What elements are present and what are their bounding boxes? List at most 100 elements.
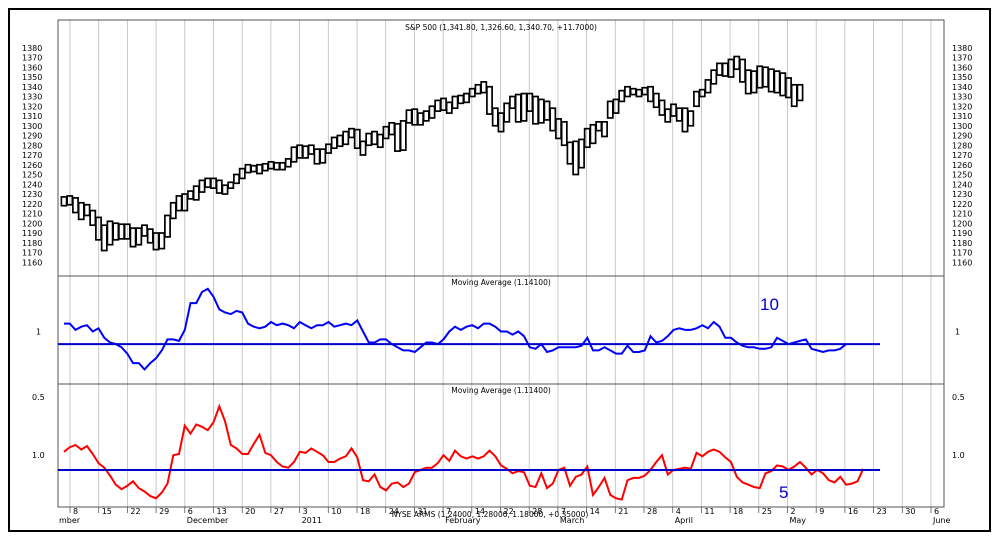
price-bar — [261, 162, 269, 172]
price-bar — [474, 83, 482, 95]
price-bar — [503, 102, 511, 123]
x-month-label: May — [790, 516, 807, 525]
ma10-panel — [57, 275, 945, 385]
price-bar — [520, 92, 528, 122]
price-bar — [526, 92, 534, 112]
price-y-tick-right: 1200 — [952, 219, 972, 228]
ma5-y-tick-left: 1.0 — [32, 451, 45, 460]
x-tick-label: 22 — [504, 507, 514, 516]
price-bar — [796, 83, 804, 102]
price-bar — [77, 201, 85, 221]
price-bar — [284, 158, 292, 168]
x-tick-label: 22 — [130, 507, 140, 516]
price-bar — [463, 92, 470, 104]
ma5-line — [63, 403, 865, 501]
x-tick-label: 28 — [532, 507, 542, 516]
price-bar — [422, 110, 430, 122]
price-bar — [595, 120, 603, 132]
price-y-tick-right: 1250 — [952, 171, 972, 180]
price-bar — [537, 98, 545, 124]
x-tick-label: 14 — [590, 507, 600, 516]
price-bar — [710, 69, 718, 85]
price-y-tick-right: 1380 — [952, 44, 972, 53]
ma10-y-tick-left: 1 — [36, 327, 41, 336]
price-bar — [256, 163, 263, 175]
price-bar — [555, 118, 562, 140]
price-y-tick-left: 1230 — [22, 190, 42, 199]
price-y-tick-left: 1270 — [22, 151, 42, 160]
price-bar — [681, 107, 689, 133]
x-tick-label: 31 — [417, 507, 427, 516]
x-tick-label: 2 — [791, 507, 796, 516]
price-y-tick-right: 1360 — [952, 63, 972, 72]
x-tick-label: 7 — [446, 507, 451, 516]
price-bar — [572, 140, 580, 176]
price-y-tick-left: 1250 — [22, 171, 42, 180]
x-tick-label: 30 — [905, 507, 915, 516]
price-y-tick-left: 1210 — [22, 210, 42, 219]
price-bar — [158, 232, 166, 250]
price-bar — [785, 77, 792, 99]
price-bar — [146, 228, 154, 244]
price-bar — [244, 163, 252, 174]
price-bar — [566, 141, 574, 165]
x-tick-label: 18 — [733, 507, 743, 516]
price-bar — [371, 130, 378, 146]
price-y-tick-left: 1190 — [22, 229, 42, 238]
price-bar — [307, 144, 315, 155]
price-bar — [83, 203, 91, 217]
price-y-tick-right: 1170 — [952, 249, 972, 258]
price-bar — [451, 95, 459, 110]
price-y-tick-right: 1220 — [952, 200, 972, 209]
x-tick-label: 18 — [360, 507, 370, 516]
price-bar — [583, 127, 591, 149]
grid — [69, 20, 932, 507]
price-y-tick-right: 1190 — [952, 229, 972, 238]
price-bar — [698, 88, 706, 98]
price-bar — [106, 220, 114, 246]
price-bar — [204, 177, 212, 189]
x-month-label: February — [445, 516, 481, 525]
price-bar — [89, 209, 97, 227]
price-bar — [491, 107, 499, 127]
price-bar — [762, 66, 769, 88]
price-y-tick-right: 1280 — [952, 141, 972, 150]
x-tick-label: 10 — [331, 507, 341, 516]
price-bar — [560, 120, 568, 147]
x-tick-label: 13 — [217, 507, 227, 516]
price-y-tick-left: 1350 — [22, 73, 42, 82]
price-bar — [187, 190, 194, 200]
price-bar — [141, 224, 148, 237]
price-bar — [405, 109, 413, 124]
price-bar — [273, 161, 281, 171]
x-tick-label: 28 — [647, 507, 657, 516]
price-bar — [319, 148, 327, 164]
price-bar — [215, 179, 223, 194]
price-y-tick-right: 1370 — [952, 54, 972, 63]
price-y-tick-right: 1270 — [952, 151, 972, 160]
price-y-tick-right: 1290 — [952, 132, 972, 141]
price-bar — [457, 94, 465, 105]
price-y-tick-left: 1200 — [22, 219, 42, 228]
price-bar — [618, 89, 626, 103]
price-bar — [388, 121, 396, 136]
price-bar — [589, 123, 597, 145]
price-y-tick-right: 1320 — [952, 102, 972, 111]
x-month-label: 2011 — [302, 516, 322, 525]
price-bar — [129, 227, 137, 248]
price-y-tick-left: 1290 — [22, 132, 42, 141]
price-bar — [514, 93, 522, 123]
price-bar — [670, 103, 677, 117]
arms-series-label: NYSE ARMS (1.24000, 1.28000, 1.18000, +0… — [392, 510, 589, 519]
price-bar — [417, 112, 424, 126]
x-tick-label: 6 — [934, 507, 939, 516]
price-bar — [641, 86, 649, 96]
price-y-tick-left: 1360 — [22, 63, 42, 72]
price-bar — [302, 145, 309, 159]
x-tick-label: 23 — [877, 507, 887, 516]
price-y-tick-left: 1260 — [22, 161, 42, 170]
price-bar — [779, 72, 787, 97]
price-bar — [675, 107, 683, 122]
